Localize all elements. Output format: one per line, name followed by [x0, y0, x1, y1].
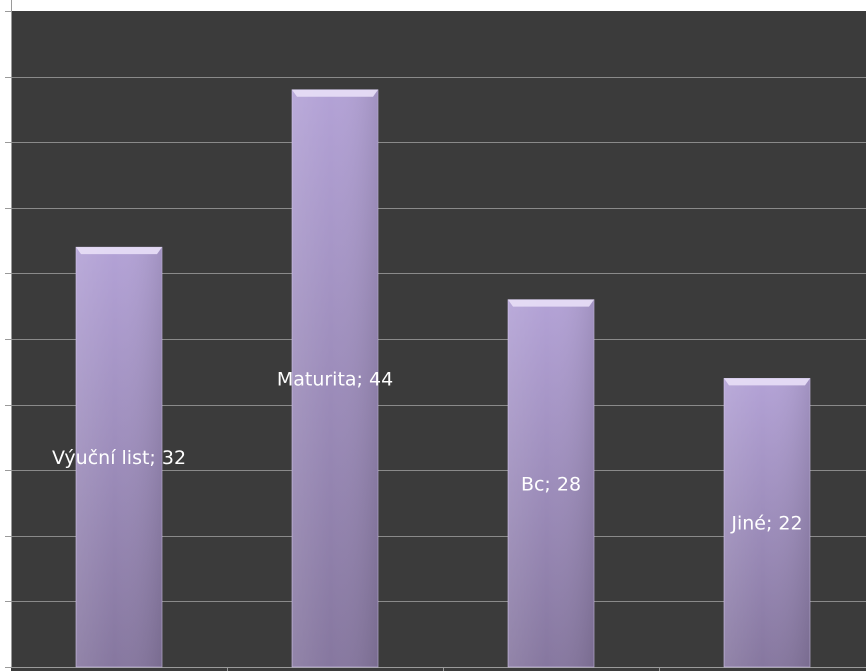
bar-sheen [292, 89, 378, 668]
data-labels: Výuční list; 32 Maturita; 44 Bc; 28 Jiné; 2… [52, 368, 803, 534]
bar-cap [292, 89, 378, 97]
bar-sheen [76, 247, 162, 667]
data-label-maturita: Maturita; 44 [277, 368, 393, 390]
bar-cap [724, 378, 810, 386]
data-label-jine: Jiné; 22 [730, 513, 802, 535]
bar-sheen [724, 378, 810, 667]
bar-vyucni-list [75, 246, 163, 668]
bar-cap [508, 299, 594, 307]
bar-maturita [291, 89, 379, 668]
data-label-bc: Bc; 28 [521, 473, 581, 495]
bar-cap [76, 247, 162, 255]
bar-jine [723, 378, 811, 668]
bar-bc [507, 299, 595, 668]
bar-sheen [508, 299, 594, 667]
bars [75, 89, 811, 668]
data-label-vyucni-list: Výuční list; 32 [52, 447, 186, 469]
axes [5, 0, 866, 671]
